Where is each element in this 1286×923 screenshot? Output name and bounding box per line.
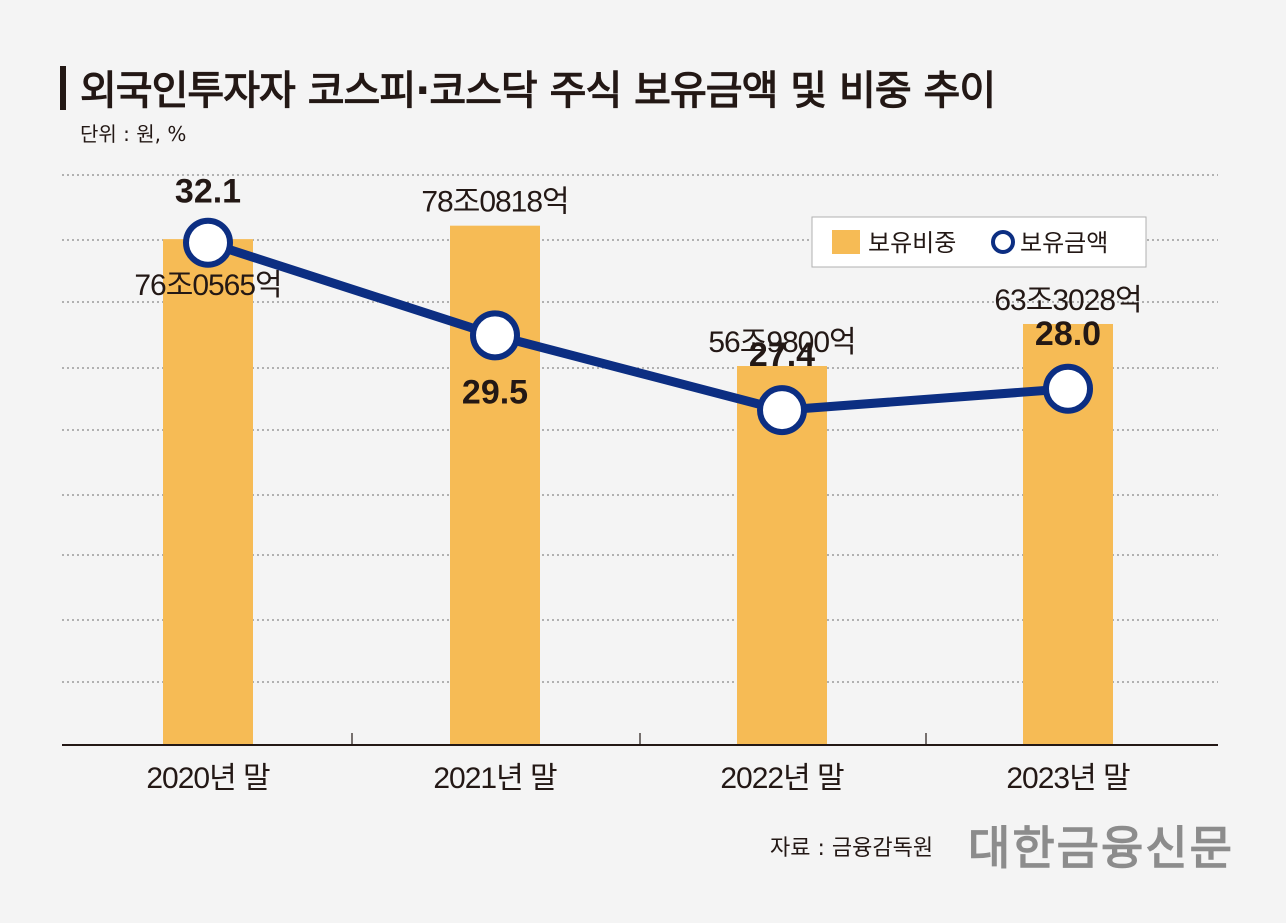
legend-bar-swatch: [832, 230, 860, 254]
legend-label-amount: 보유금액: [1020, 229, 1108, 257]
title-accent-bar: [60, 66, 66, 110]
amount-label-0: 76조0565억: [134, 269, 281, 302]
line-point-1: [470, 310, 520, 361]
bar-0: [163, 239, 253, 745]
value-label-2: 27.4: [749, 336, 815, 374]
category-label-1: 2021년 말: [433, 762, 557, 795]
line-point-0: [183, 217, 233, 268]
unit-label: 단위 : 원, %: [80, 122, 187, 146]
legend-line-swatch: [991, 230, 1015, 254]
amount-line: [206, 238, 1069, 415]
category-label-0: 2020년 말: [146, 762, 270, 795]
amount-label-3: 63조3028억: [994, 284, 1141, 317]
brand-logo: 대한금융신문: [968, 821, 1234, 875]
line-point-3: [1043, 363, 1093, 414]
source-label: 자료 : 금융감독원: [770, 836, 934, 861]
value-label-1: 29.5: [462, 373, 528, 411]
amount-label-2: 56조9800억: [708, 326, 855, 359]
category-label-2: 2022년 말: [720, 762, 844, 795]
legend-box: [811, 216, 1147, 268]
amount-label-1: 78조0818억: [421, 186, 568, 219]
line-point-2: [757, 385, 807, 436]
legend-label-share: 보유비중: [868, 229, 956, 257]
bar-1: [450, 225, 540, 745]
category-label-3: 2023년 말: [1006, 762, 1130, 795]
value-label-0: 32.1: [175, 173, 241, 211]
value-label-3: 28.0: [1035, 315, 1101, 353]
chart-title: 외국인투자자 코스피·코스닥 주식 보유금액 및 비중 추이: [80, 68, 996, 114]
